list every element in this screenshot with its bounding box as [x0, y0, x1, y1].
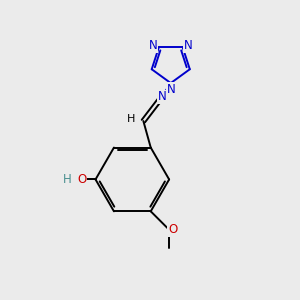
- Text: N: N: [158, 90, 167, 104]
- Text: H: H: [127, 114, 135, 124]
- Text: N: N: [167, 83, 176, 96]
- Text: O: O: [77, 173, 86, 186]
- Text: H: H: [63, 173, 71, 186]
- Text: O: O: [168, 223, 177, 236]
- Text: N: N: [149, 40, 158, 52]
- Text: N: N: [184, 40, 193, 52]
